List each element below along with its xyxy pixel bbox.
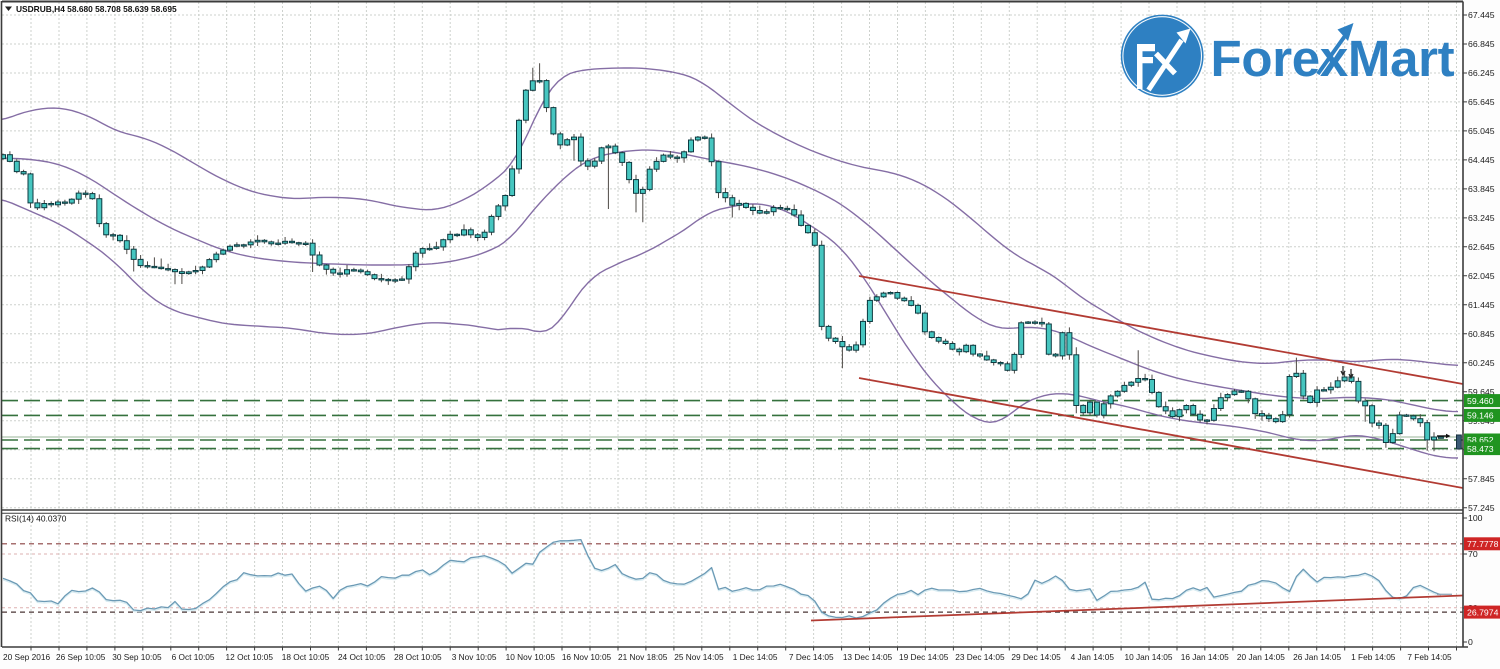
svg-text:23 Dec 14:05: 23 Dec 14:05 <box>955 652 1005 662</box>
svg-text:26.7974: 26.7974 <box>1467 607 1499 617</box>
svg-text:RSI(14) 40.0370: RSI(14) 40.0370 <box>5 514 67 524</box>
svg-text:63.845: 63.845 <box>1468 184 1495 194</box>
svg-text:62.045: 62.045 <box>1468 271 1495 281</box>
svg-text:77.7778: 77.7778 <box>1467 539 1499 549</box>
svg-text:13 Dec 14:05: 13 Dec 14:05 <box>843 652 893 662</box>
svg-text:21 Nov 18:05: 21 Nov 18:05 <box>618 652 668 662</box>
svg-text:24 Oct 10:05: 24 Oct 10:05 <box>338 652 386 662</box>
svg-text:16 Nov 10:05: 16 Nov 10:05 <box>562 652 612 662</box>
svg-text:59.460: 59.460 <box>1467 396 1494 406</box>
svg-text:26 Jan 14:05: 26 Jan 14:05 <box>1293 652 1341 662</box>
svg-text:58.473: 58.473 <box>1467 444 1494 454</box>
svg-text:60.245: 60.245 <box>1468 358 1495 368</box>
svg-text:7 Feb 14:05: 7 Feb 14:05 <box>1407 652 1452 662</box>
svg-text:58.652: 58.652 <box>1467 435 1494 445</box>
svg-text:66.845: 66.845 <box>1468 39 1495 49</box>
svg-text:100: 100 <box>1468 513 1483 523</box>
svg-text:28 Oct 10:05: 28 Oct 10:05 <box>394 652 442 662</box>
svg-text:0: 0 <box>1468 637 1473 647</box>
svg-text:20 Sep 2016: 20 Sep 2016 <box>3 652 50 662</box>
svg-text:10 Nov 10:05: 10 Nov 10:05 <box>506 652 556 662</box>
svg-text:20 Jan 14:05: 20 Jan 14:05 <box>1237 652 1285 662</box>
svg-text:62.645: 62.645 <box>1468 242 1495 252</box>
svg-text:12 Oct 10:05: 12 Oct 10:05 <box>226 652 274 662</box>
svg-text:4 Jan 14:05: 4 Jan 14:05 <box>1071 652 1115 662</box>
svg-text:ForexMart: ForexMart <box>1211 30 1455 87</box>
svg-text:57.245: 57.245 <box>1468 503 1495 513</box>
svg-text:66.245: 66.245 <box>1468 68 1495 78</box>
svg-text:61.445: 61.445 <box>1468 300 1495 310</box>
svg-text:10 Jan 14:05: 10 Jan 14:05 <box>1125 652 1173 662</box>
svg-text:30 Sep 10:05: 30 Sep 10:05 <box>112 652 162 662</box>
svg-text:25 Nov 14:05: 25 Nov 14:05 <box>674 652 724 662</box>
svg-text:64.445: 64.445 <box>1468 155 1495 165</box>
svg-text:1 Feb 14:05: 1 Feb 14:05 <box>1351 652 1396 662</box>
svg-text:3 Nov 10:05: 3 Nov 10:05 <box>452 652 497 662</box>
svg-text:63.245: 63.245 <box>1468 213 1495 223</box>
svg-text:26 Sep 10:05: 26 Sep 10:05 <box>56 652 106 662</box>
svg-text:60.845: 60.845 <box>1468 329 1495 339</box>
svg-text:57.845: 57.845 <box>1468 474 1495 484</box>
svg-text:USDRUB,H4 58.680 58.708 58.63: USDRUB,H4 58.680 58.708 58.639 58.695 <box>16 4 177 14</box>
svg-text:7 Dec 14:05: 7 Dec 14:05 <box>789 652 834 662</box>
svg-text:59.146: 59.146 <box>1467 411 1494 421</box>
svg-text:65.645: 65.645 <box>1468 97 1495 107</box>
svg-text:19 Dec 14:05: 19 Dec 14:05 <box>899 652 949 662</box>
svg-text:6 Oct 10:05: 6 Oct 10:05 <box>172 652 215 662</box>
svg-text:16 Jan 14:05: 16 Jan 14:05 <box>1181 652 1229 662</box>
svg-text:65.045: 65.045 <box>1468 126 1495 136</box>
svg-text:59.645: 59.645 <box>1468 387 1495 397</box>
svg-text:1 Dec 14:05: 1 Dec 14:05 <box>733 652 778 662</box>
svg-text:67.445: 67.445 <box>1468 10 1495 20</box>
svg-text:18 Oct 10:05: 18 Oct 10:05 <box>282 652 330 662</box>
svg-text:70: 70 <box>1468 549 1478 559</box>
svg-text:29 Dec 14:05: 29 Dec 14:05 <box>1011 652 1061 662</box>
